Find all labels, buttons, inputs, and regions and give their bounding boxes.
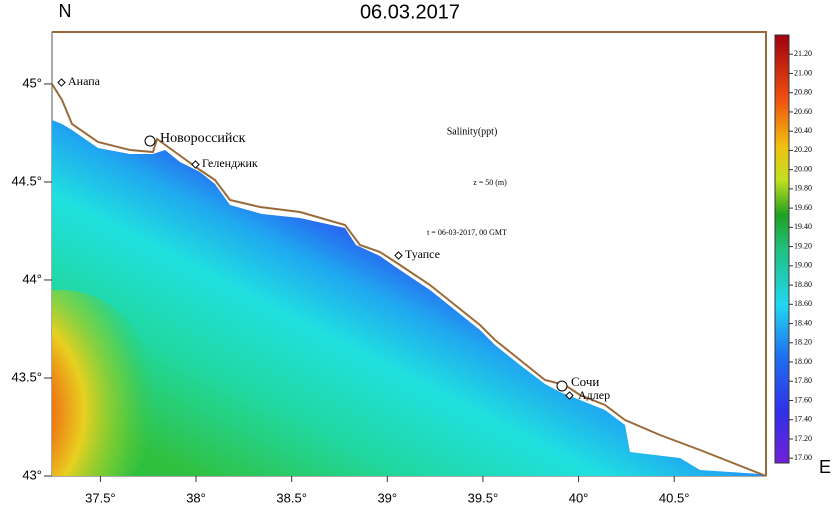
city-label: Новороссийск [160,131,246,146]
city-marker [556,380,568,392]
annotation: z = 50 (m) [473,178,507,187]
city-marker [144,135,156,147]
x-tick-label: 40° [569,490,589,505]
x-tick-label: 40.5° [659,490,690,505]
city-label: Анапа [68,74,101,88]
cities: Анапа Новороссийск Геленджик Туапсе Сочи… [57,74,610,402]
annotations: Salinity(ppt) z = 50 (m) t = 06-03-2017,… [427,126,507,237]
title: 06.03.2017 [360,1,460,23]
colorbar-label: 18.20 [794,338,812,347]
border [52,31,767,476]
x-tick-label: 39.5° [468,490,499,505]
colorbar-label: 19.00 [794,261,812,270]
city-label: Геленджик [202,156,258,170]
city-marker [394,251,403,260]
annotation: t = 06-03-2017, 00 GMT [427,228,507,237]
colorbar-label: 18.60 [794,299,812,308]
colorbar-label: 17.40 [794,415,812,424]
city-marker [191,160,200,169]
axes: 37.5° 38° 38.5° 39° 39.5° 40° 40.5° 43° 43.5° 44°… [11,49,812,505]
colorbar-label: 20.80 [794,88,812,97]
y-tick-label: 43° [22,467,42,482]
city-marker [57,78,66,87]
x-tick-label: 38° [186,490,206,505]
colorbar-label: 20.00 [794,164,812,173]
city-label: Адлер [578,388,610,402]
city-label: Туапсе [405,247,440,261]
colorbar-label: 19.40 [794,222,812,231]
city-marker [565,391,574,400]
colorbar-label: 17.60 [794,395,812,404]
y-tick-label: 43.5° [11,369,42,384]
coastline [51,83,767,477]
y-tick-label: 44.5° [11,173,42,188]
colorbar-label: 21.00 [794,68,812,77]
colorbar-label: 21.20 [794,49,812,58]
colorbar-label: 17.80 [794,376,812,385]
colorbar-label: 19.60 [794,203,812,212]
colorbar [774,34,790,464]
colorbar-label: 17.20 [794,434,812,443]
colorbar-label: 18.40 [794,318,812,327]
colorbar-label: 19.20 [794,241,812,250]
colorbar-label: 20.40 [794,126,812,135]
north-label: N [59,1,72,21]
colorbar-label: 20.60 [794,107,812,116]
colorbar-label: 18.00 [794,357,812,366]
east-label: E [819,457,831,477]
y-tick-label: 44° [22,271,42,286]
x-tick-label: 39° [377,490,397,505]
colorbar-label: 20.20 [794,145,812,154]
colorbar-label: 17.00 [794,453,812,462]
x-tick-label: 38.5° [276,490,307,505]
city-label: Сочи [571,374,599,389]
x-tick-label: 37.5° [85,490,116,505]
y-tick-label: 45° [22,75,42,90]
colorbar-label: 19.80 [794,184,812,193]
colorbar-label: 18.80 [794,280,812,289]
annotation: Salinity(ppt) [447,126,498,137]
